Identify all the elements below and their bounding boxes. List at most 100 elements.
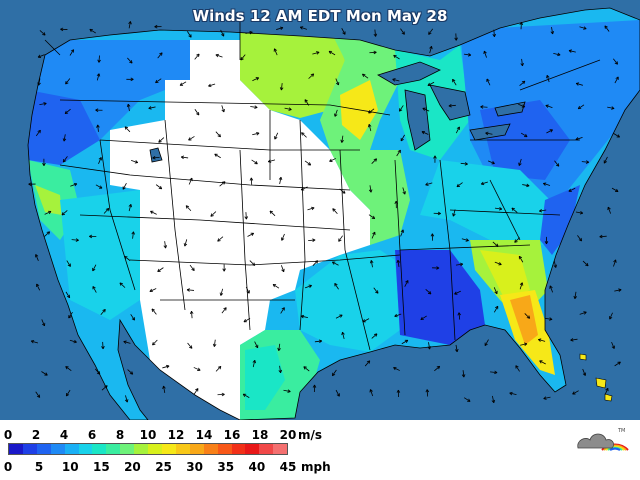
wind-arrow xyxy=(280,83,283,91)
wind-arrow-head xyxy=(150,211,153,214)
wind-arrow xyxy=(539,209,547,212)
wind-arrow-head xyxy=(195,388,199,391)
wind-arrow xyxy=(342,332,345,340)
svg-text:TM: TM xyxy=(617,428,625,434)
wind-arrow-head xyxy=(60,28,64,32)
wind-arrow xyxy=(613,133,620,138)
wind-arrow-head xyxy=(130,204,133,208)
wind-arrow-head xyxy=(123,340,127,342)
wind-arrow-head xyxy=(223,268,226,272)
wind-arrow xyxy=(94,368,101,375)
wind-arrow-head xyxy=(618,289,622,292)
wind-arrow-head xyxy=(269,210,274,213)
ms-tick-label: 12 xyxy=(167,428,185,442)
wind-arrow-head xyxy=(68,316,72,319)
wind-arrow xyxy=(187,342,193,349)
wind-arrow xyxy=(455,263,463,266)
wind-arrow-head xyxy=(152,343,156,346)
wind-arrow xyxy=(577,235,582,242)
wind-arrow-head xyxy=(244,216,247,220)
wind-arrow-head xyxy=(393,55,396,59)
wind-arrow-head xyxy=(366,360,370,363)
wind-arrow xyxy=(362,318,370,323)
wind-arrow-head xyxy=(119,282,122,286)
wind-arrow xyxy=(397,260,400,268)
wind-arrow-head xyxy=(95,109,99,112)
wind-arrow-head xyxy=(341,332,343,336)
wind-arrow-head xyxy=(316,260,319,264)
wind-arrow-head xyxy=(452,78,456,82)
wind-arrow xyxy=(454,290,461,295)
wind-arrow-head xyxy=(300,315,304,319)
wind-arrow-head xyxy=(318,339,322,342)
wind-arrow-head xyxy=(65,366,68,370)
wind-arrow xyxy=(614,361,621,367)
wind-arrow-head xyxy=(185,205,188,209)
scale-cell xyxy=(245,444,260,454)
wind-arrow xyxy=(392,78,400,82)
wind-arrow xyxy=(394,313,402,317)
wind-arrow xyxy=(574,291,577,299)
wind-arrow xyxy=(462,370,465,378)
wind-arrow-head xyxy=(104,385,108,387)
wind-arrow-head xyxy=(573,295,576,299)
wind-arrow xyxy=(404,280,409,287)
wind-arrow xyxy=(247,232,254,237)
wind-arrow xyxy=(332,369,337,376)
wind-arrow xyxy=(66,260,71,267)
wind-arrow-head xyxy=(255,160,258,164)
wind-arrow xyxy=(187,31,192,38)
wind-arrow-head xyxy=(494,372,498,375)
wind-arrow xyxy=(519,282,523,290)
wind-arrow-head xyxy=(458,312,462,316)
wind-arrow-head xyxy=(546,75,550,78)
wind-arrow-head xyxy=(522,62,524,67)
wind-arrow xyxy=(546,129,553,134)
wind-arrow xyxy=(164,241,166,249)
wind-arrow-head xyxy=(42,34,46,36)
scale-cell xyxy=(231,444,246,454)
wind-arrow xyxy=(65,78,71,85)
wind-arrow-head xyxy=(35,254,39,257)
wind-arrow xyxy=(242,393,250,398)
wind-arrow-head xyxy=(436,365,440,368)
wind-arrow xyxy=(103,208,110,214)
wind-arrow xyxy=(368,214,376,219)
wind-arrow-head xyxy=(105,207,109,210)
wind-arrow-head xyxy=(461,374,465,378)
wind-arrow xyxy=(243,318,251,323)
wind-arrow-head xyxy=(246,216,249,220)
wind-arrow xyxy=(314,340,322,343)
wind-arrow-head xyxy=(130,79,134,82)
wind-arrow-head xyxy=(280,369,283,373)
wind-arrow-head xyxy=(577,105,580,109)
wind-arrow-head xyxy=(272,284,275,288)
wind-arrow-head xyxy=(280,177,283,181)
wind-arrow-head xyxy=(368,110,371,114)
wind-arrow xyxy=(614,76,619,84)
wind-arrow xyxy=(582,368,586,376)
wind-arrow-head xyxy=(340,314,343,318)
wind-arrow-head xyxy=(303,366,307,368)
ms-tick-label: 2 xyxy=(31,428,41,442)
wind-arrow xyxy=(511,207,518,213)
wind-arrow-head xyxy=(256,132,260,136)
wind-arrow-head xyxy=(468,53,472,56)
wind-arrow-head xyxy=(448,105,452,108)
wind-arrow xyxy=(341,28,346,35)
wind-arrow xyxy=(35,391,41,398)
wind-arrow-head xyxy=(166,365,170,369)
scale-cell xyxy=(50,444,65,454)
wind-arrow xyxy=(304,99,310,106)
wind-arrow-head xyxy=(28,183,32,186)
wind-arrow-head xyxy=(334,283,338,286)
wind-arrow-head xyxy=(189,311,192,315)
wind-arrow-head xyxy=(398,389,401,393)
wind-arrow-head xyxy=(519,255,523,259)
wind-arrow xyxy=(518,158,522,166)
ms-unit-label: m/s xyxy=(298,428,323,442)
wind-arrow-head xyxy=(436,266,440,269)
wind-arrow xyxy=(522,184,530,187)
wind-arrow-head xyxy=(311,207,315,211)
wind-arrow xyxy=(123,341,131,344)
